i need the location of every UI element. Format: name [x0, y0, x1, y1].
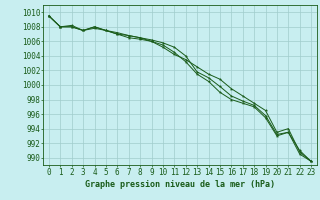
- X-axis label: Graphe pression niveau de la mer (hPa): Graphe pression niveau de la mer (hPa): [85, 180, 275, 189]
